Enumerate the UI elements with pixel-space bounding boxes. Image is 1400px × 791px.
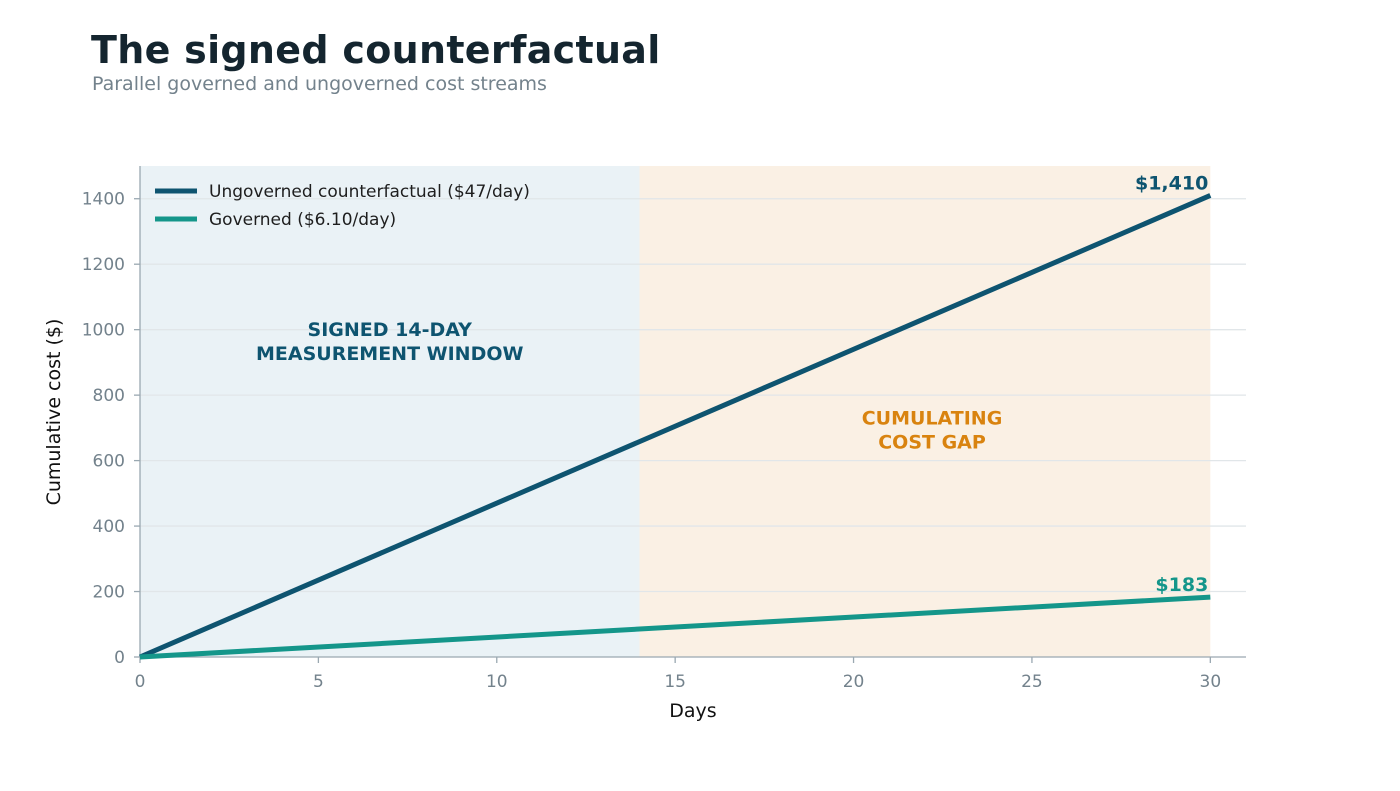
x-tick-label-30: 30 — [1200, 672, 1222, 692]
y-tick-label-1400: 1400 — [82, 190, 125, 210]
series-end-label-1: $1,410 — [1135, 172, 1208, 194]
legend: Ungoverned counterfactual ($47/day) Gover… — [155, 182, 530, 230]
x-tick-label-5: 5 — [313, 672, 324, 692]
y-tick-label-600: 600 — [93, 452, 125, 472]
region-label-1-line-2: MEASUREMENT WINDOW — [256, 343, 524, 365]
y-tick-label-1000: 1000 — [82, 321, 125, 341]
y-axis-label: Cumulative cost ($) — [43, 319, 65, 506]
x-tick-label-10: 10 — [486, 672, 508, 692]
region-label-2-line-2: COST GAP — [878, 432, 986, 454]
region-label-1-line-1: SIGNED 14-DAY — [308, 319, 473, 341]
series-line-2 — [139, 594, 1211, 660]
gridlines — [140, 198, 1246, 593]
shaded-regions — [140, 166, 1211, 657]
x-tick-label-25: 25 — [1021, 672, 1043, 692]
x-tick-label-15: 15 — [664, 672, 686, 692]
series-lines — [139, 193, 1212, 660]
region-label-2-line-1: CUMULATING — [862, 408, 1003, 430]
y-tick-label-800: 800 — [93, 386, 125, 406]
axes: 0 200 400 600 800 1000 1200 1400 0 5 10 15 20 25 30 — [82, 166, 1246, 692]
shaded-region-2 — [639, 166, 1211, 657]
legend-label-2: Governed ($6.10/day) — [209, 210, 396, 230]
y-tick-label-400: 400 — [93, 517, 125, 537]
x-tick-label-20: 20 — [843, 672, 865, 692]
y-tick-label-0: 0 — [114, 648, 125, 668]
legend-label-1: Ungoverned counterfactual ($47/day) — [209, 182, 530, 202]
shaded-region-1 — [140, 166, 640, 657]
y-tick-label-1200: 1200 — [82, 255, 125, 275]
series-line-1 — [139, 193, 1212, 660]
y-tick-label-200: 200 — [93, 583, 125, 603]
chart-subtitle: Parallel governed and ungoverned cost st… — [92, 73, 547, 95]
series-end-label-2: $183 — [1155, 574, 1208, 596]
x-axis-label: Days — [669, 700, 716, 722]
x-tick-label-0: 0 — [135, 672, 146, 692]
chart-title: The signed counterfactual — [91, 28, 661, 72]
